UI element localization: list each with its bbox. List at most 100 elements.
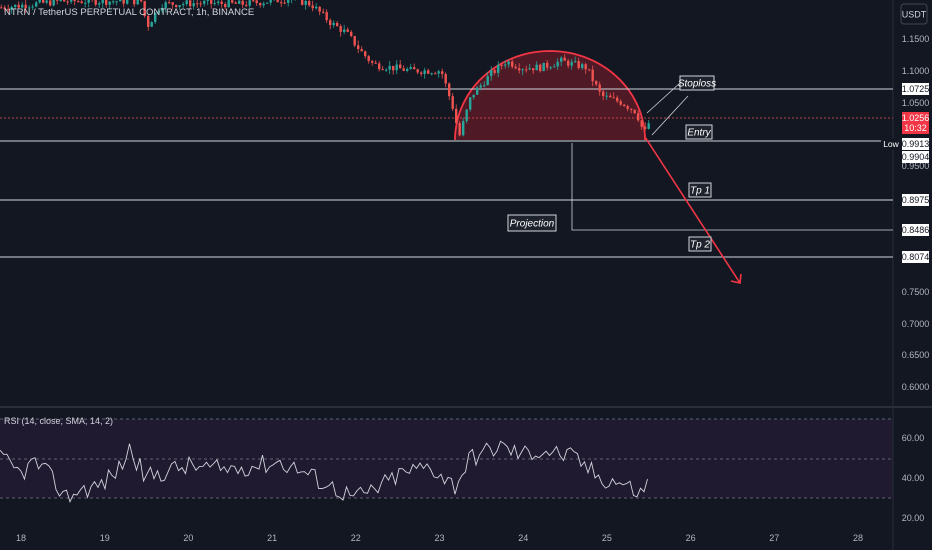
price-axis[interactable]: 1.1500 1.1000 1.0500 0.9500 0.7500 0.7000 0.65… (902, 34, 930, 392)
time-tick: 24 (518, 533, 528, 543)
candle-body (322, 11, 325, 13)
stoploss-leader-2 (651, 95, 689, 136)
rsi-tick: 40.00 (902, 473, 925, 483)
time-tick: 25 (602, 533, 612, 543)
time-axis[interactable]: 18 19 20 21 22 23 24 25 26 27 28 (16, 533, 863, 543)
candle-body (140, 0, 143, 2)
candle-body (105, 0, 108, 5)
current-price-badge: 1.0256 10:32 (902, 112, 930, 134)
candle-body (14, 4, 17, 7)
candle-body (336, 22, 339, 27)
candle-body (171, 2, 174, 5)
candle-body (374, 62, 377, 64)
price-tick: 0.6500 (902, 350, 930, 360)
candle-body (616, 97, 619, 102)
candle-body (3, 7, 6, 9)
candle-body (371, 60, 374, 63)
candle-body (241, 0, 244, 5)
candle-body (514, 66, 517, 69)
candle-body (325, 12, 328, 21)
svg-text:Projection: Projection (510, 219, 555, 230)
candle-body (609, 95, 612, 98)
candle-body (112, 1, 115, 3)
candle-body (332, 22, 335, 26)
svg-text:Tp 1: Tp 1 (690, 186, 710, 197)
candle-body (280, 2, 283, 4)
candle-body (602, 91, 605, 97)
candle-body (588, 69, 591, 71)
candle-body (518, 68, 521, 71)
svg-text:1.0256: 1.0256 (902, 113, 930, 123)
candle-body (175, 4, 178, 7)
candle-body (136, 0, 139, 5)
candle-body (196, 3, 199, 5)
candle-body (147, 15, 150, 27)
candle-body (612, 97, 615, 99)
candle-body (500, 64, 503, 66)
candle-body (150, 22, 153, 27)
candle-body (252, 0, 255, 2)
symbol-title: NTRN / TetherUS PERPETUAL CONTRACT, 1h, … (4, 7, 254, 18)
candle-body (563, 57, 566, 61)
candle-body (143, 1, 146, 16)
candle-body (444, 74, 447, 84)
tag-stoploss: Stoploss (678, 75, 716, 91)
candle-body (577, 61, 580, 69)
rsi-line (0, 440, 648, 503)
level-lines (0, 88, 893, 258)
candle-body (595, 81, 598, 85)
svg-text:Stoploss: Stoploss (678, 79, 716, 90)
arrow-head (730, 273, 742, 284)
price-tick: 1.0500 (902, 98, 930, 108)
candle-body (108, 1, 111, 5)
candle-body (427, 70, 430, 74)
candle-body (269, 0, 272, 3)
candle-body (276, 0, 279, 3)
candle-body (486, 76, 489, 86)
candle-body (626, 106, 629, 109)
candle-body (318, 6, 321, 12)
candle-body (339, 26, 342, 32)
candle-body (203, 0, 206, 4)
rounded-top-arc (454, 50, 646, 141)
candle-body (570, 61, 573, 66)
svg-text:Low: Low (883, 139, 899, 149)
candle-body (553, 66, 556, 68)
candle-body (549, 67, 552, 69)
candle-body (619, 101, 622, 105)
stoploss-leader (646, 82, 681, 114)
tag-projection: Projection (507, 214, 557, 232)
svg-text:10:32: 10:32 (904, 123, 927, 133)
candle-body (133, 0, 136, 5)
candle-body (17, 4, 20, 8)
candle-body (238, 0, 241, 4)
svg-text:Tp 2: Tp 2 (690, 240, 710, 251)
candle-body (35, 2, 38, 7)
candle-body (157, 11, 160, 13)
candle-body (38, 0, 41, 3)
candle-body (87, 0, 90, 3)
candle-body (189, 0, 192, 7)
rsi-tick: 60.00 (902, 433, 925, 443)
price-label-entry: 0.9904 (902, 151, 930, 163)
candle-body (63, 0, 66, 2)
candle-body (301, 0, 304, 5)
candle-body (441, 71, 444, 75)
currency-button[interactable]: USDT (900, 3, 928, 25)
candle-body (213, 2, 216, 4)
rsi-title: RSI (14, close, SMA, 14, 2) (4, 416, 113, 426)
candle-body (52, 0, 55, 6)
candle-body (59, 0, 62, 1)
candle-body (381, 69, 384, 71)
svg-text:0.9904: 0.9904 (902, 152, 930, 162)
candle-body (31, 6, 34, 8)
candle-body (584, 64, 587, 70)
candle-body (413, 67, 416, 70)
candle-body (472, 94, 475, 98)
candle-body (434, 73, 437, 75)
svg-text:Entry: Entry (687, 128, 711, 139)
candle-body (84, 2, 87, 4)
tag-tp2: Tp 2 (688, 236, 712, 252)
candle-body (210, 0, 213, 4)
